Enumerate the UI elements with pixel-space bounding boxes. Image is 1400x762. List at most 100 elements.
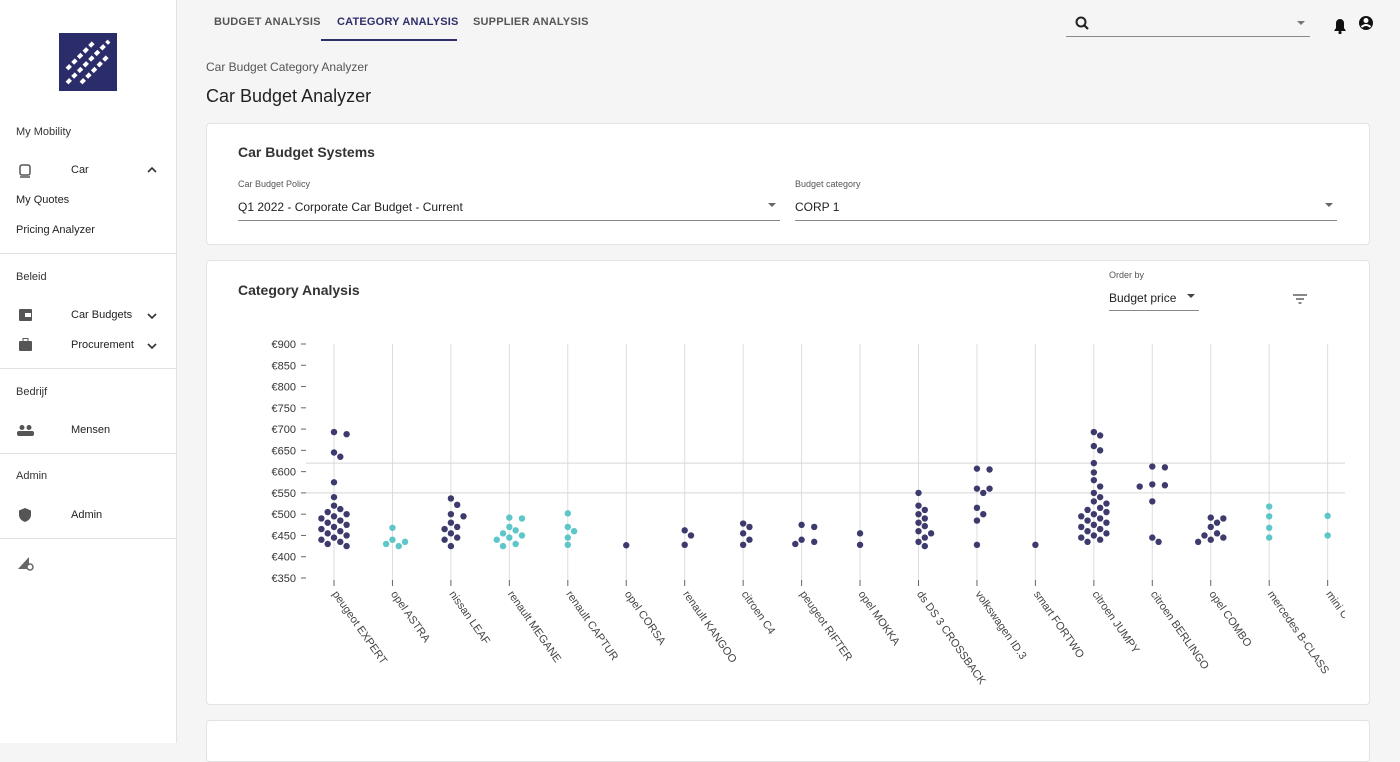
data-point bbox=[1090, 428, 1098, 436]
data-point bbox=[739, 520, 747, 527]
nav-item[interactable]: Pricing Analyzer bbox=[16, 224, 95, 236]
data-point bbox=[1084, 538, 1091, 546]
data-point bbox=[1090, 489, 1098, 497]
data-point bbox=[1078, 513, 1085, 520]
data-point bbox=[1084, 528, 1091, 535]
logo[interactable] bbox=[59, 33, 117, 91]
data-point bbox=[1207, 536, 1214, 543]
settings-icon[interactable] bbox=[17, 555, 35, 571]
x-tick-label: opel ASTRA bbox=[388, 589, 433, 646]
nav-item[interactable]: Procurement bbox=[71, 339, 134, 351]
data-point bbox=[506, 534, 513, 541]
tab-active[interactable]: CATEGORY ANALYSIS bbox=[337, 16, 459, 28]
data-point bbox=[382, 540, 390, 548]
data-point bbox=[1220, 515, 1227, 522]
data-point bbox=[681, 541, 688, 549]
data-point bbox=[973, 517, 981, 524]
x-tick-label: opel COMBO bbox=[1206, 589, 1254, 650]
data-point bbox=[499, 542, 507, 550]
x-tick-label: peugeot EXPERT bbox=[330, 589, 390, 667]
data-point bbox=[973, 485, 981, 492]
data-point bbox=[454, 523, 461, 531]
y-tick-label: €500 bbox=[272, 509, 296, 521]
data-point bbox=[1161, 464, 1169, 471]
data-point bbox=[927, 530, 935, 537]
nav-item[interactable]: Mensen bbox=[71, 424, 111, 436]
wallet-icon bbox=[19, 309, 32, 321]
order-value[interactable]: Budget price bbox=[1109, 291, 1177, 305]
nav-item[interactable]: Car bbox=[71, 164, 89, 176]
dropdown-arrow[interactable] bbox=[1324, 202, 1334, 208]
data-point bbox=[1194, 538, 1202, 546]
data-point bbox=[1090, 532, 1098, 539]
field-value[interactable]: CORP 1 bbox=[795, 200, 840, 214]
field-value[interactable]: Q1 2022 - Corporate Car Budget - Current bbox=[238, 200, 463, 214]
data-point bbox=[921, 542, 928, 550]
data-point bbox=[1266, 503, 1273, 510]
data-point bbox=[739, 530, 747, 537]
filter-icon[interactable] bbox=[1292, 293, 1308, 305]
nav-item[interactable]: My Quotes bbox=[16, 194, 70, 206]
chevron[interactable] bbox=[146, 311, 158, 321]
data-point bbox=[1090, 459, 1098, 467]
data-point bbox=[1213, 530, 1221, 537]
data-point bbox=[564, 534, 571, 541]
data-point bbox=[1096, 536, 1104, 543]
data-point bbox=[980, 489, 987, 497]
dropdown-arrow[interactable] bbox=[1186, 293, 1196, 299]
nav-item[interactable]: Admin bbox=[71, 509, 103, 521]
x-tick-label: opel MOKKA bbox=[856, 589, 903, 649]
search-bar[interactable] bbox=[1066, 12, 1386, 38]
data-point bbox=[343, 521, 350, 529]
data-point bbox=[330, 534, 338, 541]
chevron[interactable] bbox=[146, 165, 158, 175]
data-point bbox=[447, 510, 455, 518]
data-point bbox=[395, 542, 402, 550]
x-tick-label: renault CAPTUR bbox=[563, 589, 620, 663]
tab[interactable]: BUDGET ANALYSIS bbox=[214, 16, 321, 28]
nav-item[interactable]: Car Budgets bbox=[71, 309, 133, 321]
divider bbox=[0, 253, 176, 254]
data-point bbox=[1078, 534, 1085, 541]
data-point bbox=[493, 536, 500, 543]
y-tick-label: €400 bbox=[272, 552, 296, 564]
data-point bbox=[1136, 483, 1143, 490]
data-point bbox=[1266, 513, 1273, 520]
x-tick-label: peugeot RIFTER bbox=[797, 589, 854, 664]
data-point bbox=[337, 517, 344, 524]
y-tick-label: €350 bbox=[272, 573, 296, 585]
section-title: My Mobility bbox=[16, 126, 72, 138]
shield-icon bbox=[19, 508, 31, 522]
field-underline bbox=[1109, 310, 1199, 311]
divider bbox=[0, 453, 176, 454]
data-point bbox=[856, 541, 864, 549]
field-underline bbox=[795, 220, 1337, 221]
data-point bbox=[1032, 541, 1039, 549]
systems-card: Car Budget Systems Car Budget Policy Q1 … bbox=[206, 123, 1370, 245]
data-point bbox=[389, 524, 396, 531]
data-point bbox=[973, 541, 981, 549]
x-tick-label: volkswagen ID.3 bbox=[972, 589, 1028, 662]
data-point bbox=[447, 519, 455, 526]
data-point bbox=[1161, 482, 1169, 489]
field-underline bbox=[238, 220, 780, 221]
y-tick-label: €600 bbox=[272, 467, 296, 479]
data-point bbox=[330, 502, 338, 509]
data-point bbox=[330, 449, 338, 456]
tab[interactable]: SUPPLIER ANALYSIS bbox=[473, 16, 589, 28]
data-point bbox=[447, 542, 455, 550]
data-point bbox=[460, 513, 467, 520]
chevron[interactable] bbox=[146, 341, 158, 351]
data-point bbox=[1096, 504, 1104, 511]
data-point bbox=[1207, 523, 1214, 531]
dropdown-arrow[interactable] bbox=[767, 202, 777, 208]
data-point bbox=[330, 479, 338, 486]
data-point bbox=[1096, 525, 1104, 533]
data-point bbox=[1090, 498, 1098, 505]
card-title: Car Budget Systems bbox=[238, 144, 375, 160]
data-point bbox=[499, 530, 507, 537]
data-point bbox=[1155, 538, 1162, 546]
x-tick-label: renault MEGANE bbox=[505, 589, 563, 665]
x-tick-label: nissan LEAF bbox=[446, 589, 492, 647]
